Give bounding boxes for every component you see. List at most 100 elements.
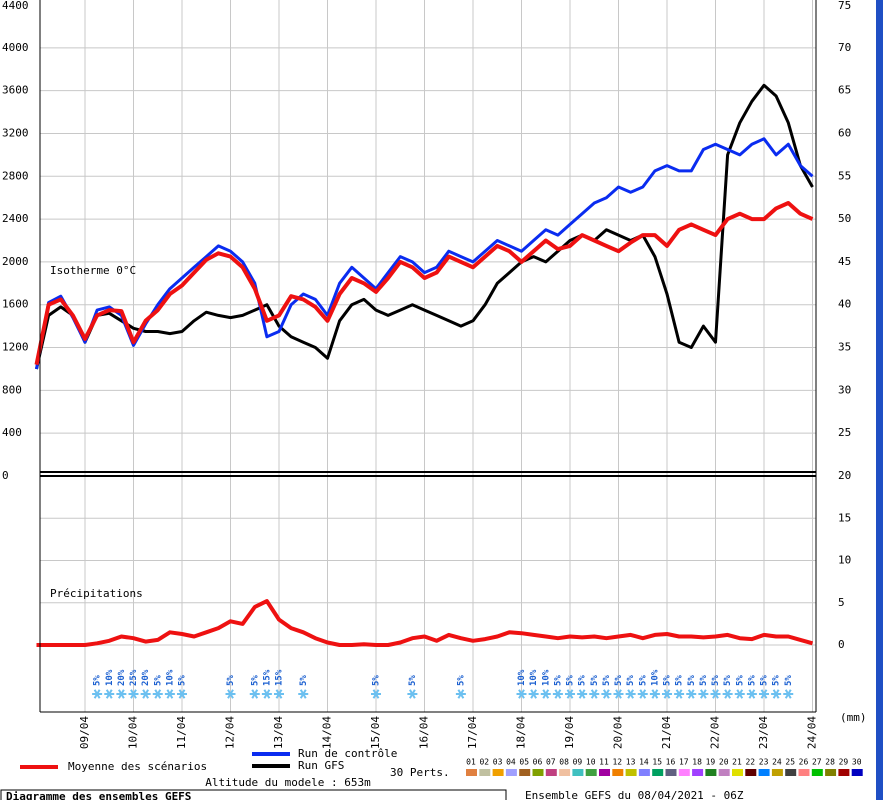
snow-flake [759,689,769,699]
snow-flake [152,689,163,699]
snow-flake [225,689,236,699]
snow-flake [540,689,551,699]
flake-stroke [275,689,283,699]
x-tick-label: 21/04 [660,716,673,749]
snow-flake [516,689,527,699]
flake-stroke [651,689,659,699]
snow-flake [140,689,151,699]
pert-swatch [559,769,571,776]
snow-flake [601,689,612,699]
pert-swatch [732,769,743,776]
y-tick-label: 400 [2,426,22,439]
flake-stroke [554,689,562,699]
pert-name: 16 [666,758,676,767]
flake-stroke [251,689,259,699]
flake-stroke [700,689,707,699]
legend-label: Moyenne des scénarios [68,760,207,773]
footer-right: Ensemble GEFS du 08/04/2021 - 06Z [525,789,744,800]
pert-name: 18 [692,758,702,767]
pert-swatch [612,769,624,776]
pert-swatch [505,769,517,776]
snow-flake [407,689,418,699]
pert-name: 22 [745,758,755,767]
pert-swatch [466,769,477,776]
pert-name: 15 [652,758,662,767]
pert-name: 10 [586,758,596,767]
pert-swatch [838,769,850,776]
annotation: Isotherme 0°C [50,264,136,277]
flake-stroke [687,689,695,699]
snow-flake [565,689,575,699]
snow-label: 10% [541,669,551,686]
flake-stroke [663,689,671,699]
x-tick-label: 19/04 [563,716,576,749]
snow-flake [577,689,588,699]
snow-label: 10% [517,669,527,686]
y-tick-label: 3200 [2,126,29,139]
pert-swatch [785,769,797,776]
snow-flake [771,689,782,699]
snow-flake [528,689,539,699]
flake-stroke [772,689,780,699]
snow-label: 5% [638,675,648,686]
pert-name: 05 [519,758,529,767]
snow-flake [686,689,697,699]
flake-stroke [784,689,792,699]
y-tick-label: 3600 [2,84,29,97]
snow-flake [455,689,466,699]
pert-name: 13 [626,758,636,767]
flake-stroke [154,689,162,699]
flake-stroke [590,689,598,699]
snow-label: 10% [105,669,115,686]
pert-name: 21 [732,758,742,767]
y-tick-label: 800 [2,383,22,396]
pert-swatch [532,769,544,776]
pert-name: 28 [825,758,835,767]
snow-flake [734,689,745,699]
flake-stroke [748,689,756,699]
pert-name: 11 [599,758,609,767]
y2-tick-label: 50 [838,212,851,225]
snow-flake [298,689,309,699]
snow-label: 5% [784,675,794,686]
pert-swatch [665,769,677,776]
pert-name: 08 [559,758,569,767]
snow-label: 5% [153,675,163,686]
flake-stroke [105,689,113,699]
flake-stroke [615,689,622,699]
snow-label: 10% [650,669,660,686]
pert-swatch [572,769,584,776]
legend-label: Run de contrôle [298,747,397,760]
snow-label: 5% [687,675,697,686]
y2-tick-label: 70 [838,41,851,54]
pert-swatch [705,769,717,776]
snow-label: 5% [578,675,588,686]
flake-stroke [166,689,174,699]
y2-tick-label: 25 [838,426,851,439]
pert-name: 26 [799,758,809,767]
footer-left: Diagramme des ensembles GEFS [6,790,191,800]
snow-label: 5% [93,675,103,686]
snow-label: 5% [456,675,466,686]
snow-label: 5% [553,675,563,686]
flake-stroke [130,689,137,699]
y2-tick-label: 30 [838,383,851,396]
snow-flake [128,689,139,699]
y2-tick-label: 20 [838,469,851,482]
snow-flake [177,689,187,699]
x-tick-label: 20/04 [612,716,625,749]
snow-flake [92,689,103,699]
series-line [35,83,814,370]
pert-name: 27 [812,758,822,767]
y2-tick-label: 55 [838,169,851,182]
altitude-label: Altitude du modele : 653m [205,776,371,789]
snow-label: 5% [250,675,260,686]
snow-label: 5% [723,675,733,686]
flake-stroke [736,689,744,699]
y-tick-label: 4400 [2,0,29,12]
y2-tick-label: 0 [838,638,845,651]
snow-label: 5% [735,675,745,686]
snow-label: 15% [262,669,272,686]
snow-flake [783,689,794,699]
